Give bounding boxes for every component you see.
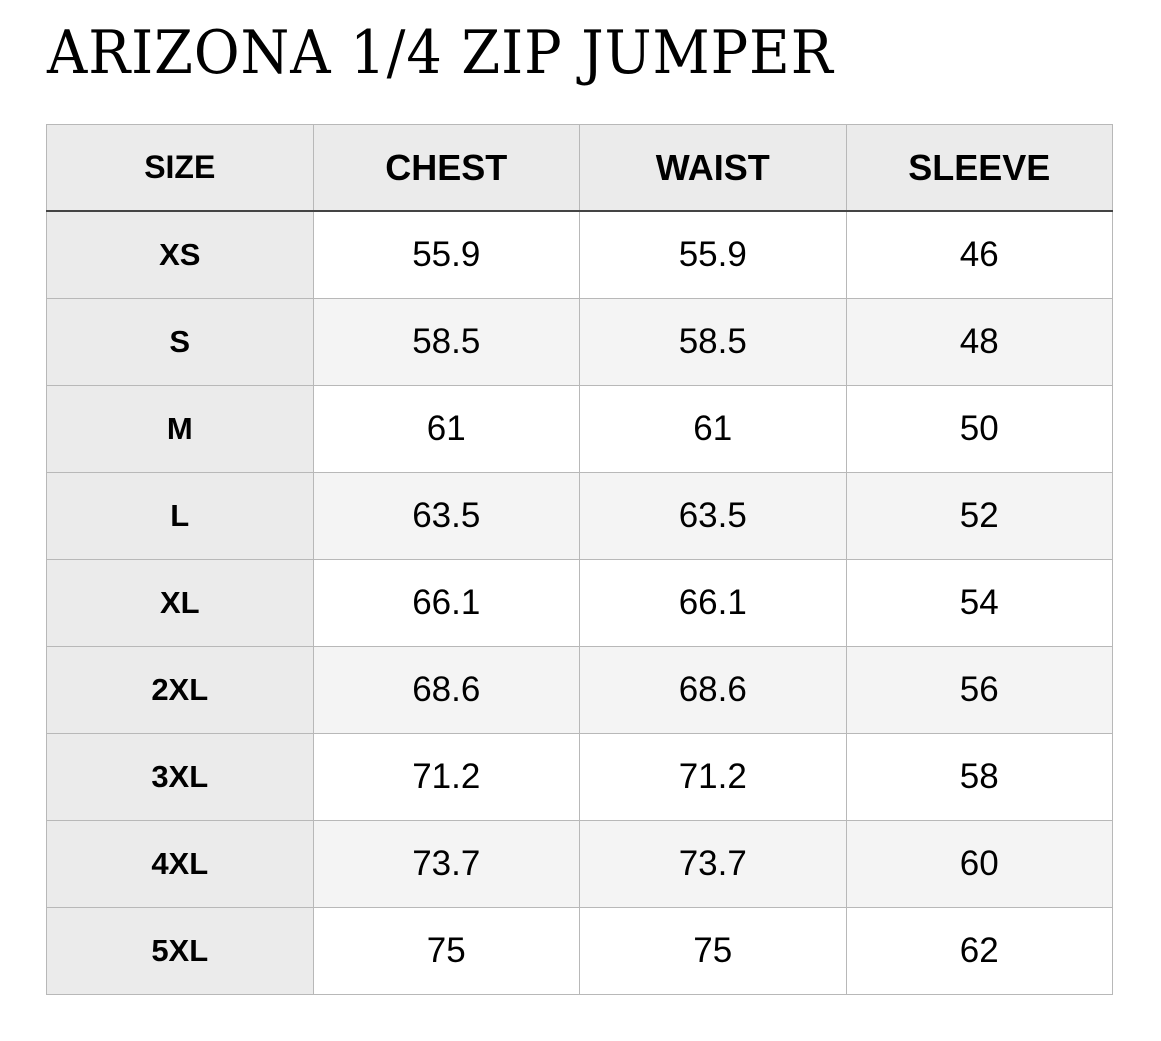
cell-waist: 75 [579, 907, 847, 995]
cell-sleeve: 54 [845, 559, 1113, 647]
table-body: XS 55.9 55.9 46 S 58.5 58.5 48 M 61 61 50 L 63.5 63.5 5… [46, 210, 1113, 995]
cell-waist: 58.5 [579, 298, 847, 386]
cell-chest: 61 [312, 385, 580, 473]
cell-size: S [46, 298, 314, 386]
table-row: 4XL 73.7 73.7 60 [46, 820, 1113, 908]
header-row: SIZE CHEST WAIST SLEEVE [46, 124, 1113, 212]
table-row: M 61 61 50 [46, 385, 1113, 473]
header-sleeve: SLEEVE [845, 124, 1113, 212]
cell-waist: 55.9 [579, 210, 847, 299]
table-row: S 58.5 58.5 48 [46, 298, 1113, 386]
cell-size: L [46, 472, 314, 560]
table-row: 5XL 75 75 62 [46, 907, 1113, 995]
cell-chest: 68.6 [312, 646, 580, 734]
table-row: 2XL 68.6 68.6 56 [46, 646, 1113, 734]
cell-waist: 71.2 [579, 733, 847, 821]
cell-chest: 55.9 [312, 210, 580, 299]
table-row: 3XL 71.2 71.2 58 [46, 733, 1113, 821]
cell-chest: 66.1 [312, 559, 580, 647]
header-size: SIZE [46, 124, 314, 212]
header-chest: CHEST [312, 124, 580, 212]
cell-sleeve: 52 [845, 472, 1113, 560]
cell-size: 5XL [46, 907, 314, 995]
cell-waist: 73.7 [579, 820, 847, 908]
cell-sleeve: 58 [845, 733, 1113, 821]
cell-sleeve: 48 [845, 298, 1113, 386]
cell-size: XL [46, 559, 314, 647]
cell-sleeve: 60 [845, 820, 1113, 908]
cell-size: 4XL [46, 820, 314, 908]
cell-size: M [46, 385, 314, 473]
cell-sleeve: 56 [845, 646, 1113, 734]
cell-chest: 75 [312, 907, 580, 995]
cell-waist: 63.5 [579, 472, 847, 560]
cell-size: XS [46, 210, 314, 299]
cell-chest: 58.5 [312, 298, 580, 386]
cell-size: 3XL [46, 733, 314, 821]
page-title: ARIZONA 1/4 ZIP JUMPER [47, 18, 834, 88]
cell-chest: 73.7 [312, 820, 580, 908]
cell-waist: 68.6 [579, 646, 847, 734]
cell-sleeve: 62 [845, 907, 1113, 995]
header-waist: WAIST [579, 124, 847, 212]
table-row: XL 66.1 66.1 54 [46, 559, 1113, 647]
table-row: L 63.5 63.5 52 [46, 472, 1113, 560]
cell-chest: 63.5 [312, 472, 580, 560]
size-chart-table: SIZE CHEST WAIST SLEEVE XS 55.9 55.9 46 S 58.… [46, 124, 1113, 995]
cell-sleeve: 46 [845, 210, 1113, 299]
table-row: XS 55.9 55.9 46 [46, 210, 1113, 299]
cell-size: 2XL [46, 646, 314, 734]
cell-sleeve: 50 [845, 385, 1113, 473]
cell-waist: 66.1 [579, 559, 847, 647]
cell-chest: 71.2 [312, 733, 580, 821]
cell-waist: 61 [579, 385, 847, 473]
